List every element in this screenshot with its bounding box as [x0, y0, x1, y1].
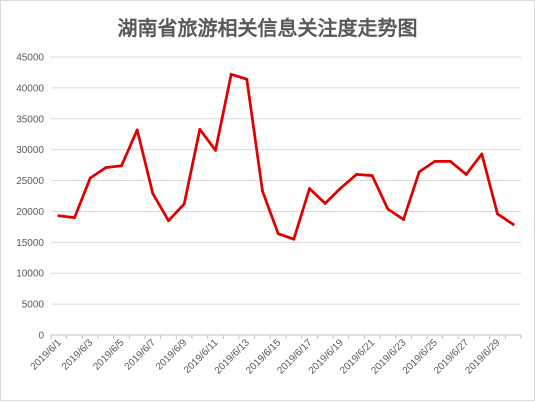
- data-point: [198, 127, 202, 131]
- y-tick-label: 35000: [16, 114, 44, 125]
- data-point: [402, 218, 405, 221]
- y-tick-label: 40000: [16, 83, 44, 94]
- data-point: [292, 237, 296, 241]
- data-point: [167, 219, 170, 223]
- data-point: [135, 128, 139, 132]
- series-line: [57, 72, 515, 241]
- data-point: [386, 207, 390, 211]
- data-point: [511, 223, 515, 226]
- data-point: [214, 148, 217, 152]
- data-point: [323, 202, 327, 205]
- data-point: [182, 202, 186, 206]
- data-point: [308, 187, 311, 190]
- data-point: [496, 212, 499, 216]
- data-point: [417, 170, 421, 174]
- y-tick-label: 15000: [16, 238, 44, 249]
- chart-title: 湖南省旅游相关信息关注度走势图: [117, 16, 418, 40]
- data-point: [355, 172, 358, 176]
- x-tick-label: 2019/6/29: [463, 337, 503, 377]
- x-tick-label: 2019/6/5: [91, 337, 127, 373]
- data-point: [73, 216, 76, 220]
- data-point: [104, 166, 108, 169]
- data-point: [88, 176, 92, 180]
- x-tick-label: 2019/6/3: [60, 337, 96, 373]
- data-point: [276, 232, 280, 236]
- y-tick-label: 5000: [22, 300, 45, 311]
- data-point: [151, 192, 155, 195]
- data-point: [433, 160, 437, 163]
- data-point: [370, 174, 374, 178]
- y-tick-label: 20000: [16, 207, 44, 218]
- data-point: [261, 189, 264, 193]
- data-point: [57, 214, 61, 218]
- y-tick-label: 25000: [16, 176, 44, 187]
- y-tick-label: 10000: [16, 269, 44, 280]
- x-tick-label: 2019/6/1: [29, 337, 65, 373]
- data-point: [229, 72, 233, 76]
- y-tick-label: 30000: [16, 145, 44, 156]
- x-tick-label: 2019/6/7: [123, 337, 159, 373]
- y-tick-label: 45000: [16, 53, 44, 64]
- data-point: [245, 77, 249, 81]
- data-point: [449, 160, 452, 163]
- data-point: [464, 172, 468, 176]
- data-point: [339, 186, 343, 190]
- data-point: [480, 152, 484, 156]
- y-tick-label: 0: [38, 331, 44, 342]
- data-point: [120, 164, 123, 168]
